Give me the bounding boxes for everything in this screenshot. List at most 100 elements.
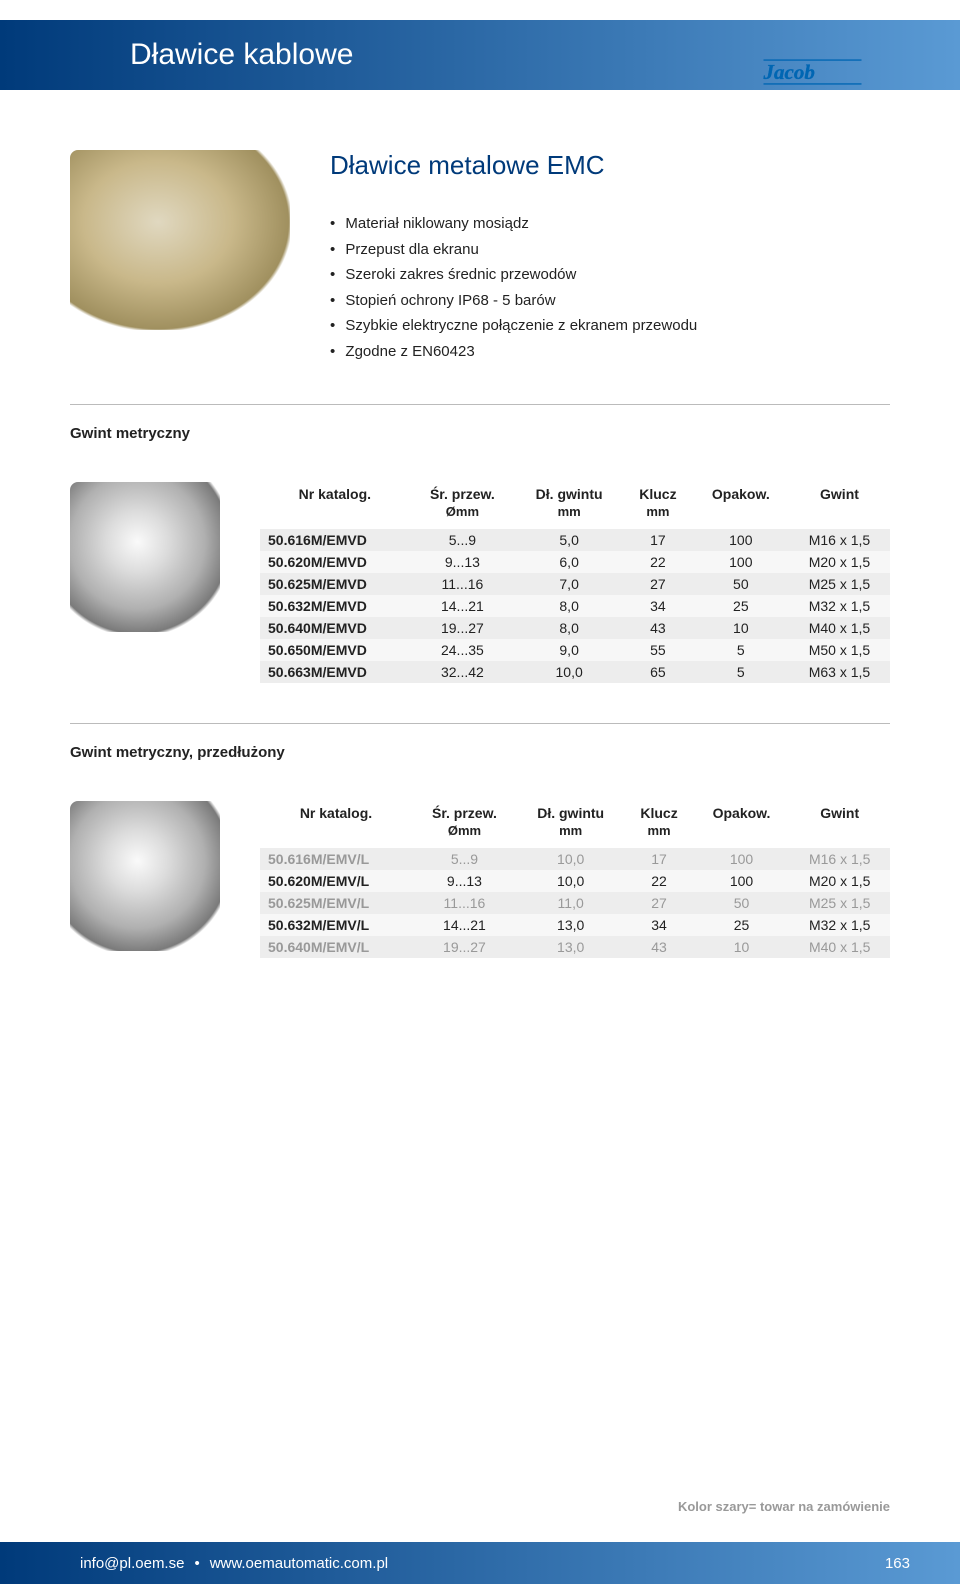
- table-cell: 43: [623, 617, 693, 639]
- table-cell: 9...13: [412, 870, 517, 892]
- table-row: 50.640M/EMV/L19...2713,04310M40 x 1,5: [260, 936, 890, 958]
- table-cell: M40 x 1,5: [789, 936, 890, 958]
- footer-note: Kolor szary= towar na zamówienie: [678, 1499, 890, 1514]
- table-row: 50.663M/EMVD32...4210,0655M63 x 1,5: [260, 661, 890, 683]
- col-header: Dł. gwintu: [515, 482, 623, 504]
- table-cell: 5...9: [410, 529, 515, 551]
- table-cell: 8,0: [515, 617, 623, 639]
- table-cell: 5,0: [515, 529, 623, 551]
- footer-sep: •: [194, 1555, 199, 1572]
- col-subheader: mm: [624, 823, 693, 848]
- table-cell: 50.616M/EMV/L: [260, 848, 412, 870]
- table-cell: 22: [623, 551, 693, 573]
- table-cell: M63 x 1,5: [789, 661, 890, 683]
- logo-text: Jacob: [763, 60, 815, 84]
- col-subheader: mm: [517, 823, 625, 848]
- col-header: Gwint: [789, 801, 890, 823]
- col-header: Opakow.: [694, 801, 790, 823]
- table-cell: 10,0: [517, 848, 625, 870]
- table-cell: 9,0: [515, 639, 623, 661]
- footer-email: info@pl.oem.se: [80, 1555, 184, 1572]
- col-header: Gwint: [789, 482, 890, 504]
- table-block-2: Nr katalog.Śr. przew.Dł. gwintuKluczOpak…: [70, 801, 890, 958]
- header-title: Dławice kablowe: [130, 38, 353, 72]
- page-number: 163: [885, 1555, 910, 1572]
- table-cell: M32 x 1,5: [789, 914, 890, 936]
- table-cell: M20 x 1,5: [789, 870, 890, 892]
- table-cell: 34: [623, 595, 693, 617]
- table-cell: 24...35: [410, 639, 515, 661]
- table-cell: 50.620M/EMV/L: [260, 870, 412, 892]
- table-cell: 50.632M/EMV/L: [260, 914, 412, 936]
- table-cell: 50.616M/EMVD: [260, 529, 410, 551]
- table-cell: 27: [624, 892, 693, 914]
- bullet-item: Przepust dla ekranu: [330, 237, 697, 263]
- table-row: 50.640M/EMVD19...278,04310M40 x 1,5: [260, 617, 890, 639]
- col-header: Śr. przew.: [410, 482, 515, 504]
- product-image-1: [70, 482, 220, 632]
- product-text: Dławice metalowe EMC Materiał niklowany …: [330, 150, 697, 364]
- table-cell: 50.625M/EMVD: [260, 573, 410, 595]
- table-cell: 50.640M/EMV/L: [260, 936, 412, 958]
- col-header: Dł. gwintu: [517, 801, 625, 823]
- table-cell: M40 x 1,5: [789, 617, 890, 639]
- table-cell: 10: [694, 936, 790, 958]
- table-cell: 100: [693, 551, 789, 573]
- table-cell: 11,0: [517, 892, 625, 914]
- table-cell: 55: [623, 639, 693, 661]
- table-block-1: Nr katalog.Śr. przew.Dł. gwintuKluczOpak…: [70, 482, 890, 683]
- table-cell: 17: [623, 529, 693, 551]
- table-cell: 50.620M/EMVD: [260, 551, 410, 573]
- table-cell: 13,0: [517, 914, 625, 936]
- product-image-2: [70, 801, 220, 951]
- table-cell: 25: [693, 595, 789, 617]
- table-row: 50.632M/EMV/L14...2113,03425M32 x 1,5: [260, 914, 890, 936]
- table-cell: 22: [624, 870, 693, 892]
- section-label-1: Gwint metryczny: [70, 425, 890, 442]
- spec-table-1: Nr katalog.Śr. przew.Dł. gwintuKluczOpak…: [260, 482, 890, 683]
- table-cell: 32...42: [410, 661, 515, 683]
- table-cell: M32 x 1,5: [789, 595, 890, 617]
- table-cell: 50.663M/EMVD: [260, 661, 410, 683]
- divider: [70, 404, 890, 405]
- table-cell: 14...21: [412, 914, 517, 936]
- table-cell: 10,0: [517, 870, 625, 892]
- col-header: Opakow.: [693, 482, 789, 504]
- table-cell: 43: [624, 936, 693, 958]
- col-header: Śr. przew.: [412, 801, 517, 823]
- col-header: Nr katalog.: [260, 482, 410, 504]
- product-title: Dławice metalowe EMC: [330, 150, 697, 181]
- table-cell: 34: [624, 914, 693, 936]
- col-subheader: [694, 823, 790, 848]
- col-header: Klucz: [624, 801, 693, 823]
- col-subheader: Ømm: [412, 823, 517, 848]
- table-cell: 25: [694, 914, 790, 936]
- table-cell: M20 x 1,5: [789, 551, 890, 573]
- col-subheader: [693, 504, 789, 529]
- col-subheader: [260, 504, 410, 529]
- table-row: 50.625M/EMV/L11...1611,02750M25 x 1,5: [260, 892, 890, 914]
- table-cell: 100: [694, 870, 790, 892]
- bullet-item: Szeroki zakres średnic przewodów: [330, 262, 697, 288]
- table-row: 50.632M/EMVD14...218,03425M32 x 1,5: [260, 595, 890, 617]
- table-row: 50.620M/EMVD9...136,022100M20 x 1,5: [260, 551, 890, 573]
- table-cell: 50.650M/EMVD: [260, 639, 410, 661]
- col-subheader: mm: [623, 504, 693, 529]
- spec-table-2: Nr katalog.Śr. przew.Dł. gwintuKluczOpak…: [260, 801, 890, 958]
- table-row: 50.625M/EMVD11...167,02750M25 x 1,5: [260, 573, 890, 595]
- main-content: Dławice metalowe EMC Materiał niklowany …: [0, 150, 960, 958]
- table-cell: M16 x 1,5: [789, 529, 890, 551]
- table-cell: 14...21: [410, 595, 515, 617]
- logo: Jacob: [760, 52, 900, 100]
- table-cell: M16 x 1,5: [789, 848, 890, 870]
- table-row: 50.650M/EMVD24...359,0555M50 x 1,5: [260, 639, 890, 661]
- col-subheader: [789, 504, 890, 529]
- table-row: 50.616M/EMV/L5...910,017100M16 x 1,5: [260, 848, 890, 870]
- table-cell: 10,0: [515, 661, 623, 683]
- table-cell: 100: [694, 848, 790, 870]
- table-cell: M25 x 1,5: [789, 573, 890, 595]
- table-cell: 50: [693, 573, 789, 595]
- col-subheader: mm: [515, 504, 623, 529]
- table-cell: 50.632M/EMVD: [260, 595, 410, 617]
- table-cell: 100: [693, 529, 789, 551]
